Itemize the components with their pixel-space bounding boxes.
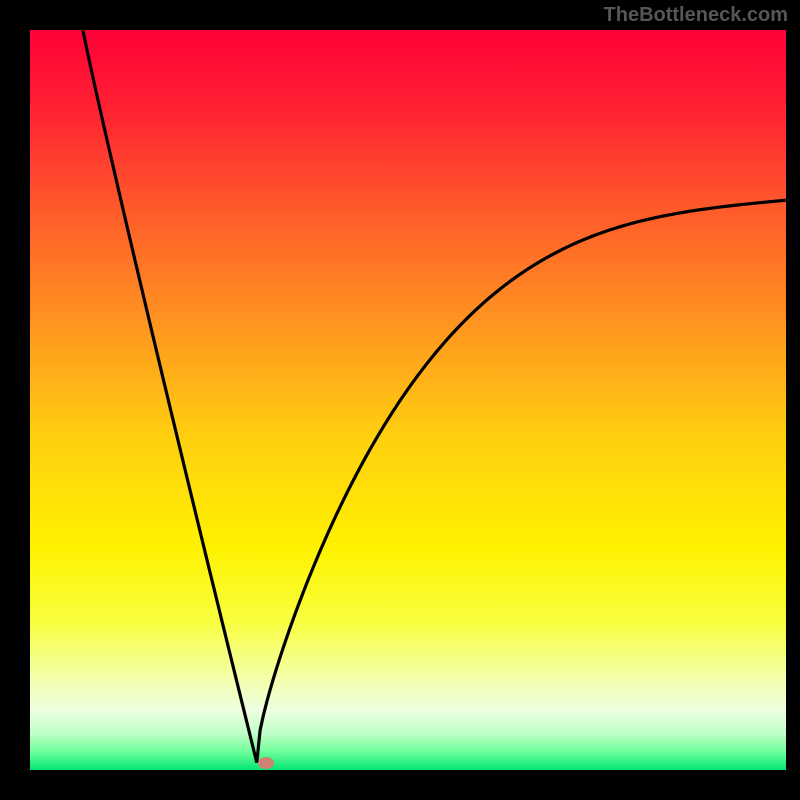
curve-path [83, 30, 786, 763]
plot-area [30, 30, 786, 770]
bottleneck-curve [30, 30, 786, 770]
optimum-marker [258, 757, 274, 769]
watermark-text: TheBottleneck.com [604, 4, 788, 27]
chart-container: TheBottleneck.com [0, 0, 800, 800]
